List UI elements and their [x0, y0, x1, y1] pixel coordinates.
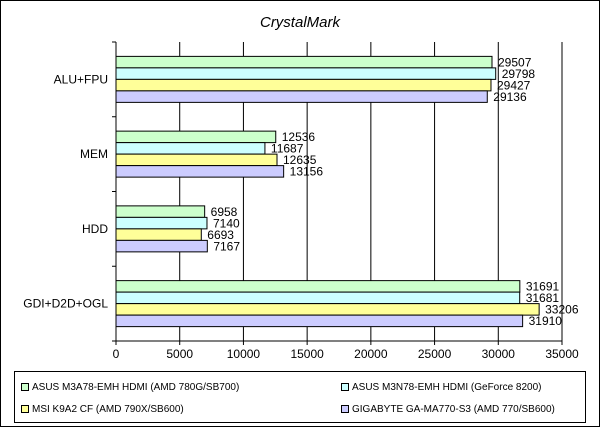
- legend-label: MSI K9A2 CF (AMD 790X/SB600): [32, 404, 184, 415]
- legend-swatch: [21, 383, 29, 392]
- chart-legend: ASUS M3A78-EMH HDMI (AMD 780G/SB700) ASU…: [14, 371, 586, 423]
- legend-swatch: [341, 383, 349, 392]
- bar: [115, 280, 521, 293]
- legend-swatch: [21, 405, 29, 414]
- bar: [115, 78, 492, 92]
- data-label: 7140: [213, 216, 240, 230]
- data-label: 29427: [497, 78, 531, 92]
- data-label: 29798: [502, 67, 536, 81]
- legend-label: ASUS M3N78-EMH HDMI (GeForce 8200): [352, 382, 542, 393]
- data-label: 6693: [207, 228, 234, 242]
- bar: [115, 239, 208, 253]
- bar: [115, 55, 493, 69]
- data-label: 13156: [290, 165, 324, 179]
- legend-item-asus-m3n78: ASUS M3N78-EMH HDMI (GeForce 8200): [341, 382, 542, 393]
- x-tick-label: 0: [113, 347, 120, 361]
- bar-chart: 0 5000 10000 15000 20000 25000 30000 35000 ALU+F…: [23, 41, 579, 361]
- x-tick-label: 10000: [227, 347, 261, 361]
- legend-item-msi-k9a2: MSI K9A2 CF (AMD 790X/SB600): [21, 404, 184, 415]
- bar: [115, 90, 488, 103]
- x-tick-label: 15000: [290, 347, 324, 361]
- data-label: 6958: [211, 205, 238, 219]
- y-tick-label: MEM: [80, 147, 108, 161]
- bar: [115, 130, 277, 144]
- data-label: 12536: [282, 130, 316, 144]
- bar: [115, 303, 540, 316]
- x-tick-label: 25000: [418, 347, 452, 361]
- y-tick-label: GDI+D2D+OGL: [23, 297, 108, 311]
- bar: [115, 205, 206, 218]
- legend-swatch: [341, 405, 349, 414]
- x-tick-label: 35000: [545, 347, 579, 361]
- chart-title: CrystalMark: [259, 14, 340, 31]
- bar: [115, 153, 278, 167]
- x-tick-label: 30000: [482, 347, 516, 361]
- legend-item-gigabyte-ma770: GIGABYTE GA-MA770-S3 (AMD 770/SB600): [341, 404, 555, 415]
- data-label: 29136: [493, 90, 527, 104]
- data-label: 7167: [213, 239, 240, 253]
- data-label: 12635: [283, 153, 317, 167]
- bar: [115, 228, 202, 241]
- legend-label: GIGABYTE GA-MA770-S3 (AMD 770/SB600): [352, 404, 555, 415]
- legend-item-asus-m3a78: ASUS M3A78-EMH HDMI (AMD 780G/SB700): [21, 382, 239, 393]
- x-tick-label: 20000: [354, 347, 388, 361]
- x-tick-label: 5000: [166, 347, 193, 361]
- bar: [115, 314, 524, 328]
- y-tick-label: HDD: [82, 222, 108, 236]
- data-label: 29507: [498, 55, 532, 69]
- bar: [115, 291, 521, 305]
- y-tick-label: ALU+FPU: [54, 72, 108, 86]
- bar: [115, 165, 285, 178]
- bar: [115, 216, 208, 230]
- data-label: 11687: [271, 142, 304, 156]
- bar: [115, 67, 497, 80]
- data-label: 31910: [529, 314, 563, 328]
- bar: [115, 142, 266, 155]
- data-label: 31691: [526, 280, 560, 294]
- data-label: 33206: [545, 303, 579, 317]
- legend-label: ASUS M3A78-EMH HDMI (AMD 780G/SB700): [32, 382, 240, 393]
- data-label: 31681: [526, 291, 560, 305]
